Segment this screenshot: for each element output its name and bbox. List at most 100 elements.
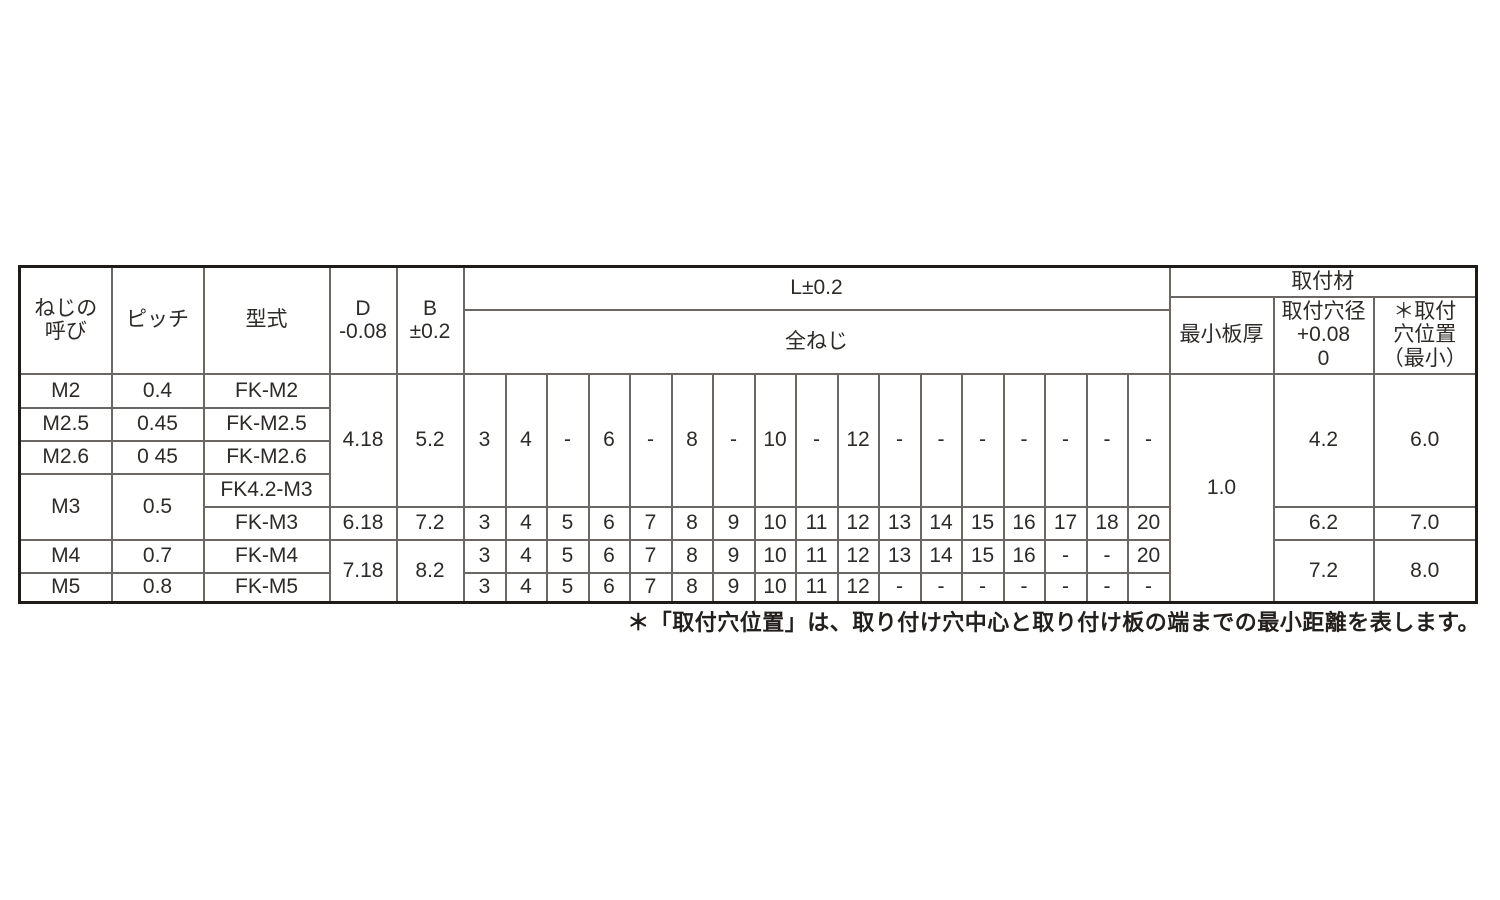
l-cell: -	[545, 372, 590, 508]
cell-pitch: 0.8	[110, 571, 205, 604]
l-cell: -	[711, 372, 756, 508]
cell-model: FK-M4	[202, 538, 331, 574]
l-cell: 12	[836, 505, 880, 541]
cell-pitch: 0 45	[110, 439, 205, 475]
cell-pitch: 0.45	[110, 406, 205, 442]
cell-d: 7.18	[328, 538, 398, 604]
cell-hole-pos: 8.0	[1372, 538, 1478, 604]
l-cell: 6	[587, 538, 631, 574]
l-cell: 11	[794, 538, 839, 574]
table-row-m2-5: M2.5 0.45 FK-M2.5	[18, 406, 1477, 442]
cell-model: FK-M2.6	[202, 439, 331, 475]
cell-hole-dia: 6.2	[1272, 505, 1375, 541]
l-cell: 17	[1043, 505, 1088, 541]
l-cell: 7	[628, 538, 673, 574]
l-cell: -	[794, 372, 839, 508]
l-cell: -	[960, 372, 1005, 508]
l-cell: 5	[545, 505, 590, 541]
header-screw: ねじの 呼び	[18, 265, 113, 375]
l-cell: 10	[753, 571, 797, 604]
l-cell: 5	[545, 538, 590, 574]
spec-table: ねじの 呼び ピッチ 型式 D -0.08 B ±0.2 L±0.2 取付材 最…	[18, 265, 1478, 604]
l-cell: 12	[836, 538, 880, 574]
cell-screw: M3	[18, 472, 113, 541]
cell-model: FK-M3	[202, 505, 331, 541]
l-cell: -	[1085, 538, 1129, 574]
l-cell: -	[960, 571, 1005, 604]
footnote: ＊「取付穴位置」は、取り付け穴中心と取り付け板の端までの最小距離を表します。	[627, 610, 1480, 635]
l-cell: 15	[960, 505, 1005, 541]
l-cell: 16	[1002, 505, 1046, 541]
l-cell: 3	[462, 571, 507, 604]
l-cell: 3	[462, 372, 507, 508]
l-cell: 3	[462, 505, 507, 541]
header-row-1: ねじの 呼び ピッチ 型式 D -0.08 B ±0.2 L±0.2 取付材	[18, 265, 1478, 375]
header-full-thread: 全ねじ	[462, 308, 1171, 375]
l-cell: 14	[919, 538, 963, 574]
l-cell: 10	[753, 505, 797, 541]
header-mounting-material: 取付材	[1168, 265, 1478, 298]
l-cell: 4	[504, 372, 548, 508]
l-cell: 20	[1126, 538, 1171, 574]
l-cell: 8	[670, 538, 714, 574]
l-cell: 4	[504, 571, 548, 604]
cell-hole-pos: 7.0	[1372, 505, 1478, 541]
l-cell: 3	[462, 538, 507, 574]
l-cell: 9	[711, 505, 756, 541]
cell-d: 6.18	[328, 505, 398, 541]
l-cell: 12	[836, 372, 880, 508]
cell-hole-dia: 7.2	[1272, 538, 1375, 604]
cell-hole-pos: 6.0	[1372, 372, 1478, 508]
header-min-plate-thickness: 最小板厚	[1168, 295, 1275, 375]
l-cell: -	[1126, 571, 1171, 604]
l-cell: -	[1043, 571, 1088, 604]
l-cell: 5	[545, 571, 590, 604]
header-row-3: 全ねじ	[20, 308, 1477, 375]
l-cell: 10	[753, 372, 797, 508]
l-cell: -	[1043, 372, 1088, 508]
l-cell: 11	[794, 571, 839, 604]
header-hole-dia: 取付穴径 +0.08 0	[1272, 295, 1375, 375]
cell-model: FK-M5	[202, 571, 331, 604]
l-cell: 20	[1126, 505, 1171, 541]
l-cell: 6	[587, 505, 631, 541]
l-cell: 6	[587, 372, 631, 508]
cell-b: 7.2	[395, 505, 465, 541]
l-cell: -	[919, 372, 963, 508]
table-row-m4: M4 0.7 FK-M4 7.18 8.2 3 4 5 6 7 8 9 10 1…	[18, 538, 1478, 604]
header-model: 型式	[202, 265, 331, 375]
cell-screw: M4	[18, 538, 113, 574]
cell-b: 5.2	[395, 372, 465, 508]
l-cell: 8	[670, 372, 714, 508]
cell-d: 4.18	[328, 372, 398, 508]
cell-pitch: 0.7	[110, 538, 205, 574]
header-b: B ±0.2	[395, 265, 465, 375]
l-cell: 8	[670, 571, 714, 604]
l-cell: -	[877, 372, 922, 508]
l-cell: 15	[960, 538, 1005, 574]
header-row-2: 最小板厚 取付穴径 +0.08 0 ＊取付 穴位置 （最小）	[20, 295, 1478, 375]
l-cell: 7	[628, 571, 673, 604]
cell-screw: M5	[18, 571, 113, 604]
l-cell: 7	[628, 505, 673, 541]
table-row-m3-a: M3 0.5 FK4.2-M3	[18, 472, 1477, 541]
l-cell: -	[1085, 372, 1129, 508]
table-row-m5: M5 0.8 FK-M5 3 4 5 6 7 8 9 10 11 12 - - …	[18, 571, 1477, 604]
l-cell: -	[1126, 372, 1171, 508]
header-l: L±0.2	[462, 265, 1171, 311]
l-cell: 9	[711, 571, 756, 604]
l-cell: -	[1002, 372, 1046, 508]
l-cell: 16	[1002, 538, 1046, 574]
header-pitch: ピッチ	[110, 265, 205, 375]
l-cell: 11	[794, 505, 839, 541]
l-cell: 6	[587, 571, 631, 604]
cell-pitch: 0.5	[110, 472, 205, 541]
l-cell: 4	[504, 538, 548, 574]
cell-b: 8.2	[395, 538, 465, 604]
cell-model: FK-M2	[202, 372, 331, 409]
l-cell: -	[1043, 538, 1088, 574]
table-row-m3-b: FK-M3 6.18 7.2 3 4 5 6 7 8 9 10 11 12 13…	[20, 505, 1478, 541]
l-cell: 8	[670, 505, 714, 541]
cell-pitch: 0.4	[110, 372, 205, 409]
